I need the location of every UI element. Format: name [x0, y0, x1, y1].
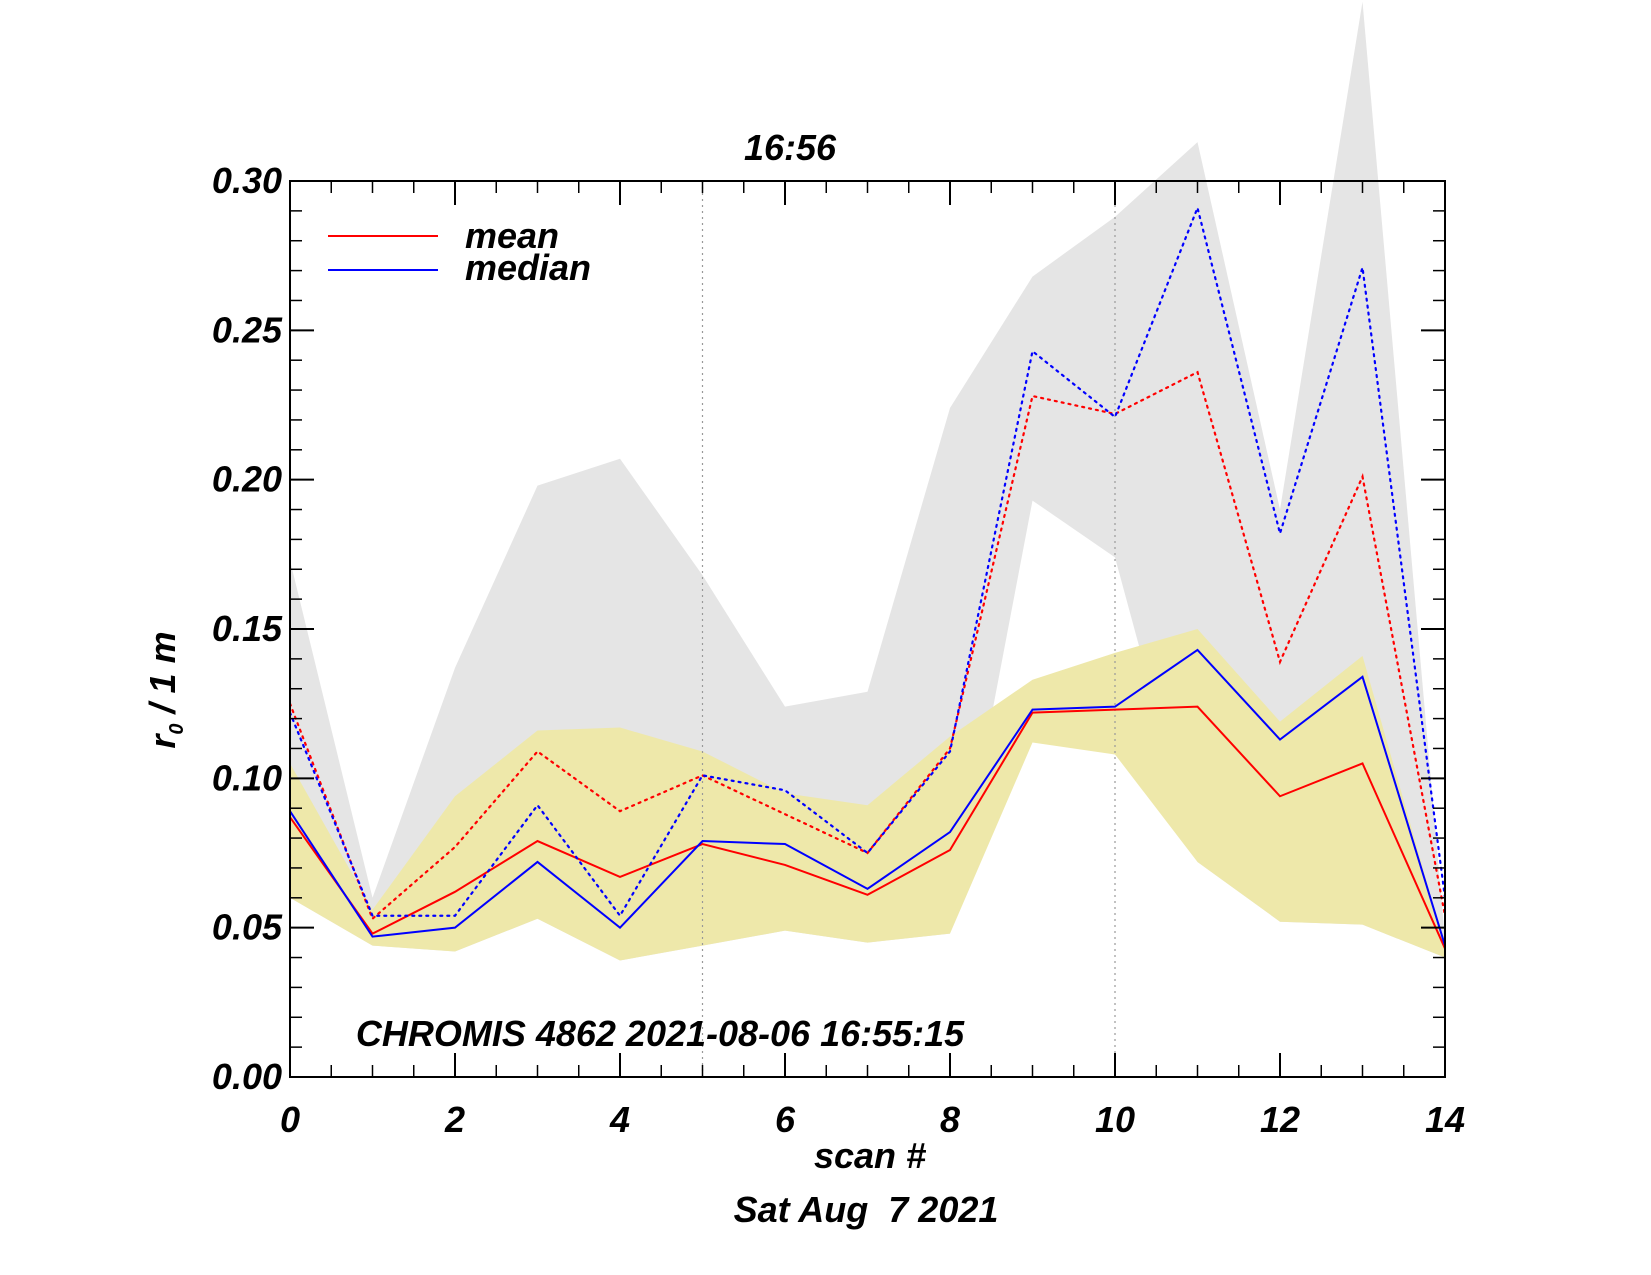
tick-labels: 0 2 4 6 8 10 12 14 0.00 0.05 0.10 0.15 0.20 0.25 0.30	[212, 160, 1465, 1140]
date-label: Sat Aug 7 2021	[734, 1189, 999, 1230]
x-tick-label-1: 2	[444, 1099, 465, 1140]
x-tick-label-5: 10	[1095, 1099, 1135, 1140]
y-tick-label-0: 0.00	[212, 1056, 282, 1097]
x-tick-label-4: 8	[940, 1099, 960, 1140]
y-axis-title-main: r	[142, 733, 183, 749]
y-tick-label-6: 0.30	[212, 160, 282, 201]
x-tick-label-3: 6	[775, 1099, 796, 1140]
y-tick-label-5: 0.25	[212, 309, 283, 350]
series-layer	[290, 204, 1445, 949]
y-axis-title-rest: / 1 m	[142, 631, 183, 723]
band-0	[290, 1, 1445, 961]
legend-label-median: median	[465, 247, 591, 288]
y-tick-label-1: 0.05	[212, 907, 283, 948]
legend: mean median	[328, 215, 591, 288]
y-tick-label-2: 0.10	[212, 757, 282, 798]
y-axis-title: r0 / 1 m	[142, 631, 188, 748]
y-tick-label-4: 0.20	[212, 459, 282, 500]
chart-annotation: CHROMIS 4862 2021-08-06 16:55:15	[356, 1013, 965, 1054]
x-axis-title: scan #	[814, 1135, 926, 1176]
x-tick-label-6: 12	[1260, 1099, 1300, 1140]
y-tick-label-3: 0.15	[212, 608, 283, 649]
y-axis-title-sub: 0	[166, 723, 188, 734]
chart-title: 16:56	[744, 127, 837, 168]
x-tick-label-2: 4	[609, 1099, 630, 1140]
ticks-layer	[289, 180, 1446, 1078]
x-tick-label-0: 0	[280, 1099, 300, 1140]
legend-label-mean: mean	[465, 215, 559, 256]
x-tick-label-7: 14	[1425, 1099, 1465, 1140]
band-1	[290, 629, 1445, 961]
bands-layer	[290, 1, 1445, 961]
